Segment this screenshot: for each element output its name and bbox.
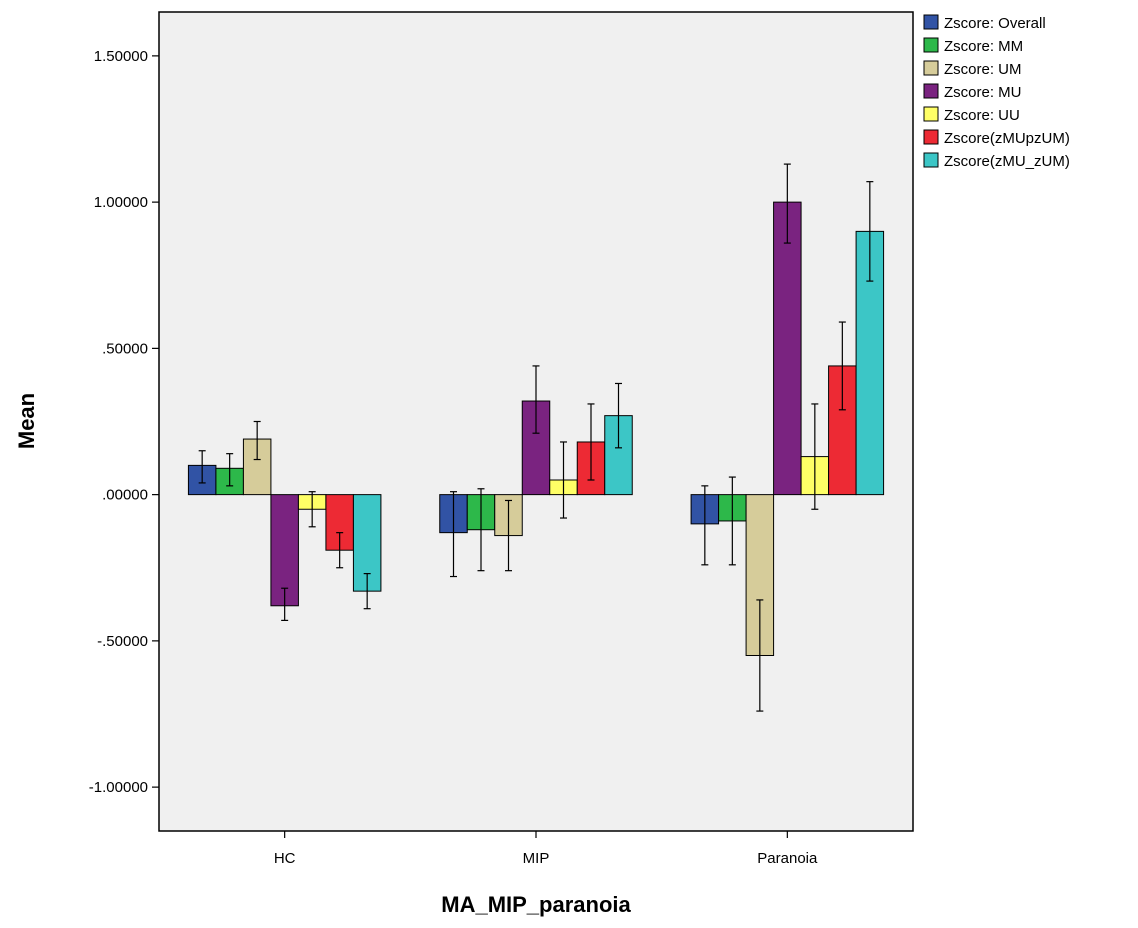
legend-label: Zscore: UM [944,61,1022,78]
legend-swatch [923,152,939,168]
y-tick-label: 1.00000 [94,194,148,211]
y-axis-title: Mean [14,393,39,449]
legend-swatch [923,14,939,30]
legend-label: Zscore: Overall [944,15,1046,32]
legend-swatch [923,60,939,76]
y-tick-label: -1.00000 [89,779,148,796]
error-bars-group [198,163,874,712]
legend-swatch [923,37,939,53]
x-tick-label: MIP [523,850,550,867]
legend-label: Zscore: MM [944,38,1023,55]
legend-swatch [923,83,939,99]
legend-swatch [923,129,939,145]
y-tick-label: .50000 [102,340,148,357]
legend-swatch [923,106,939,122]
x-tick-label: HC [274,850,296,867]
x-tick-label: Paranoia [757,850,818,867]
legend-label: Zscore: UU [944,107,1020,124]
legend: Zscore: Overall Zscore: MM Zscore: UM Zscor… [923,14,1070,170]
y-tick-label: .00000 [102,487,148,504]
y-tick-label: 1.50000 [94,48,148,65]
bar [242,438,272,496]
legend-label: Zscore(zMUpzUM) [944,130,1070,147]
legend-label: Zscore(zMU_zUM) [944,153,1070,170]
y-axis: -1.00000 -.50000 .00000 .50000 1.00000 1.5000… [89,48,159,796]
x-axis-title: MA_MIP_paranoia [441,892,631,917]
bar [773,201,802,496]
y-tick-label: -.50000 [97,633,148,650]
legend-label: Zscore: MU [944,84,1022,101]
x-axis: HC MIP Paranoia [274,831,818,867]
